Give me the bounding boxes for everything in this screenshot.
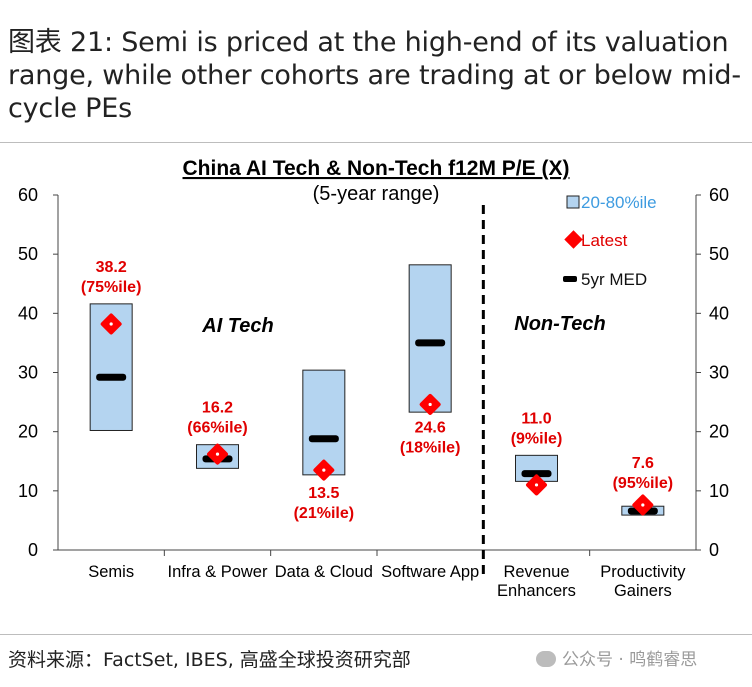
latest-value-label: 38.2 (96, 259, 127, 276)
range-box (302, 369, 346, 476)
left-tick-label: 40 (18, 303, 38, 323)
median-marker (415, 339, 446, 347)
left-tick-label: 20 (18, 422, 38, 442)
latest-marker-dot (534, 483, 539, 487)
median-marker (96, 373, 127, 381)
left-tick-label: 30 (18, 363, 38, 383)
category-label: Productivity (600, 563, 686, 581)
percentile-label: (18%ile) (400, 439, 460, 456)
category-label: Infra & Power (168, 563, 268, 581)
latest-marker-dot (215, 452, 220, 456)
percentile-label: (95%ile) (613, 475, 673, 492)
right-tick-label: 0 (709, 540, 719, 560)
median-marker (308, 435, 339, 443)
category-label: Enhancers (497, 582, 576, 600)
left-tick-label: 10 (18, 481, 38, 501)
bottom-divider (0, 634, 752, 635)
latest-value-label: 11.0 (521, 410, 551, 427)
right-tick-label: 40 (709, 303, 729, 323)
latest-marker-dot (641, 503, 645, 507)
watermark-text: 公众号 · 鸣鹤睿思 (562, 650, 698, 670)
legend-latest-swatch (564, 230, 583, 249)
right-tick-label: 60 (709, 185, 729, 205)
latest-value-label: 7.6 (632, 455, 654, 472)
category-label: Software App (381, 563, 479, 581)
category-label: Semis (88, 563, 134, 581)
left-tick-label: 50 (18, 244, 38, 264)
chart-title: China AI Tech & Non-Tech f12M P/E (X) (183, 157, 570, 180)
watermark: 公众号 · 鸣鹤睿思 (536, 645, 697, 670)
percentile-label: (21%ile) (294, 505, 354, 522)
top-divider (0, 142, 752, 143)
percentile-label: (75%ile) (81, 279, 141, 296)
latest-value-label: 24.6 (415, 419, 446, 436)
category-label: Revenue (503, 563, 569, 581)
latest-marker-dot (428, 402, 432, 407)
group-label-ai-tech: AI Tech (201, 315, 274, 337)
chart-subtitle: (5-year range) (313, 183, 440, 205)
percentile-label: (9%ile) (511, 430, 563, 447)
right-tick-label: 20 (709, 422, 729, 442)
latest-marker-dot (322, 468, 326, 472)
legend-box-label: 20-80%ile (581, 193, 657, 212)
median-marker (521, 470, 552, 478)
legend-latest-label: Latest (581, 231, 628, 250)
wechat-icon (536, 651, 556, 667)
category-label: Gainers (614, 582, 672, 600)
source-note: 资料来源：FactSet, IBES, 高盛全球投资研究部 (8, 649, 411, 671)
right-tick-label: 50 (709, 244, 729, 264)
right-tick-label: 10 (709, 481, 729, 501)
latest-marker-dot (109, 322, 113, 326)
latest-value-label: 16.2 (202, 400, 233, 417)
left-tick-label: 0 (28, 540, 38, 560)
legend-box-swatch (566, 195, 580, 209)
right-tick-label: 30 (709, 363, 729, 383)
legend-median-label: 5yr MED (581, 270, 647, 289)
page-headline: 图表 21: Semi is priced at the high-end of… (8, 27, 741, 124)
legend-median-swatch (563, 276, 577, 282)
range-box (408, 264, 452, 413)
percentile-label: (66%ile) (187, 420, 247, 437)
group-label-non-tech: Non-Tech (514, 313, 605, 335)
pe-range-chart: China AI Tech & Non-Tech f12M P/E (X) (5… (18, 157, 729, 600)
latest-value-label: 13.5 (308, 485, 339, 502)
category-label: Data & Cloud (275, 563, 373, 581)
left-tick-label: 60 (18, 185, 38, 205)
